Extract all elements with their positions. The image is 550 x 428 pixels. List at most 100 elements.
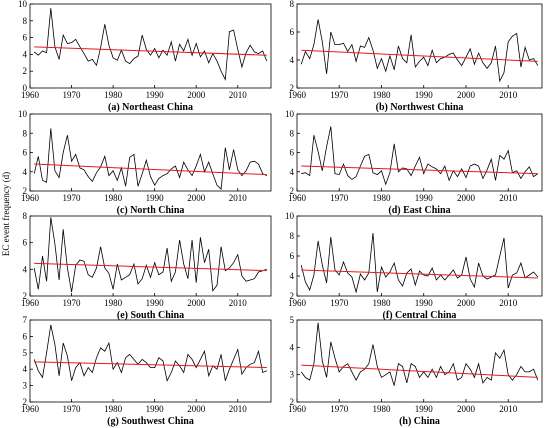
y-tick-label: 10 <box>18 109 28 119</box>
y-tick-label: 8 <box>23 128 28 138</box>
y-tick-label: 2 <box>290 291 295 301</box>
y-tick-label: 6 <box>290 148 295 158</box>
x-tick-label: 2000 <box>457 90 476 100</box>
series-line <box>33 8 268 82</box>
trend-line <box>34 163 267 176</box>
x-tick-label: 1980 <box>104 298 123 308</box>
x-tick-label: 2000 <box>187 298 206 308</box>
y-tick-label: 10 <box>285 211 295 221</box>
y-tick-label: 2 <box>23 397 28 407</box>
panel-1: 1960 1970 1980 1990 2000 2010 0 2 4 6 8 10 (a) North… <box>18 0 272 113</box>
y-tick-label: 2 <box>290 186 295 196</box>
x-tick-label: 2000 <box>457 298 476 308</box>
series-line <box>300 232 539 294</box>
trend-line <box>34 46 267 56</box>
x-tick-label: 1980 <box>104 90 123 100</box>
x-tick-label: 2010 <box>229 298 248 308</box>
y-tick-label: 6 <box>290 27 295 37</box>
trend-line <box>301 269 538 279</box>
series-line <box>33 324 267 382</box>
y-tick-label: 4 <box>290 55 295 65</box>
x-tick-label: 2010 <box>229 404 248 414</box>
series-line <box>300 19 539 83</box>
x-tick-label: 1980 <box>372 193 391 203</box>
axes-frame <box>296 113 543 192</box>
y-tick-label: 8 <box>290 0 295 9</box>
x-tick-label: 2000 <box>187 90 206 100</box>
x-tick-label: 1970 <box>63 298 82 308</box>
panel-caption: (g) Southwest China <box>107 416 194 427</box>
x-tick-label: 1960 <box>288 193 307 203</box>
y-tick-label: 7 <box>23 315 28 325</box>
y-tick-label: 4 <box>23 264 28 274</box>
x-tick-label: 1970 <box>330 90 349 100</box>
axes-frame <box>296 319 543 403</box>
y-tick-label: 6 <box>290 251 295 261</box>
x-tick-label: 1960 <box>288 404 307 414</box>
y-tick-label: 6 <box>23 238 28 248</box>
y-tick-label: 2 <box>23 66 28 76</box>
x-tick-label: 1980 <box>372 90 391 100</box>
panel-8: 1960 1970 1980 1990 2000 2010 2 3 4 5 (h) China <box>288 315 543 427</box>
y-tick-label: 0 <box>23 83 28 93</box>
y-tick-label: 8 <box>290 128 295 138</box>
trend-line <box>301 49 538 62</box>
axes-frame <box>29 215 272 297</box>
panel-caption: (h) China <box>399 416 440 427</box>
y-tick-label: 4 <box>290 271 295 281</box>
y-tick-label: 6 <box>23 148 28 158</box>
x-tick-label: 1990 <box>415 90 434 100</box>
y-tick-label: 10 <box>285 109 295 119</box>
panel-caption: (a) Northeast China <box>108 102 193 113</box>
x-tick-label: 1990 <box>146 298 165 308</box>
series-line <box>301 126 539 186</box>
x-tick-label: 1960 <box>288 298 307 308</box>
y-tick-label: 4 <box>23 49 28 59</box>
x-tick-label: 1960 <box>21 90 40 100</box>
axes-frame <box>296 3 543 89</box>
panel-7: 1960 1970 1980 1990 2000 2010 2 3 4 5 6 7 (g) Southw… <box>21 315 272 427</box>
series-line <box>33 217 267 293</box>
y-tick-label: 5 <box>290 315 295 325</box>
chart-panels: 1960 1970 1980 1990 2000 2010 0 2 4 6 8 10 (a) North… <box>18 0 543 427</box>
x-tick-label: 2000 <box>187 193 206 203</box>
series-line <box>33 128 267 190</box>
x-tick-label: 1970 <box>330 298 349 308</box>
x-tick-label: 1990 <box>146 404 165 414</box>
x-tick-label: 2010 <box>229 193 248 203</box>
panel-6: 1960 1970 1980 1990 2000 2010 2 4 6 8 10 (f) Centra… <box>285 211 543 321</box>
x-tick-label: 2010 <box>229 90 248 100</box>
panel-3: 1960 1970 1980 1990 2000 2010 2 4 6 8 10 (c) North … <box>18 109 272 216</box>
x-tick-label: 2000 <box>457 193 476 203</box>
x-tick-label: 1960 <box>21 298 40 308</box>
y-tick-label: 4 <box>290 342 295 352</box>
x-tick-label: 2010 <box>499 404 518 414</box>
y-tick-label: 6 <box>23 331 28 341</box>
x-tick-label: 1960 <box>288 90 307 100</box>
y-tick-label: 2 <box>23 186 28 196</box>
trend-line <box>34 262 267 272</box>
x-tick-label: 2000 <box>187 404 206 414</box>
y-tick-label: 3 <box>290 370 295 380</box>
panel-caption: (f) Central China <box>383 310 457 321</box>
x-tick-label: 1980 <box>104 193 123 203</box>
y-tick-label: 8 <box>23 211 28 221</box>
x-tick-label: 1970 <box>63 90 82 100</box>
x-tick-label: 1980 <box>104 404 123 414</box>
y-tick-label: 4 <box>290 167 295 177</box>
x-tick-label: 1970 <box>63 404 82 414</box>
x-tick-label: 1970 <box>63 193 82 203</box>
y-tick-label: 6 <box>23 33 28 43</box>
y-tick-label: 4 <box>23 364 28 374</box>
panel-4: 1960 1970 1980 1990 2000 2010 2 4 6 8 10 (d) East C… <box>285 109 543 216</box>
x-tick-label: 2000 <box>457 404 476 414</box>
x-tick-label: 1980 <box>372 404 391 414</box>
y-tick-label: 8 <box>23 16 28 26</box>
x-tick-label: 1990 <box>146 193 165 203</box>
x-tick-label: 1960 <box>21 404 40 414</box>
x-tick-label: 1990 <box>415 404 434 414</box>
x-tick-label: 2010 <box>499 298 518 308</box>
x-tick-label: 1990 <box>146 90 165 100</box>
axes-frame <box>29 319 272 403</box>
